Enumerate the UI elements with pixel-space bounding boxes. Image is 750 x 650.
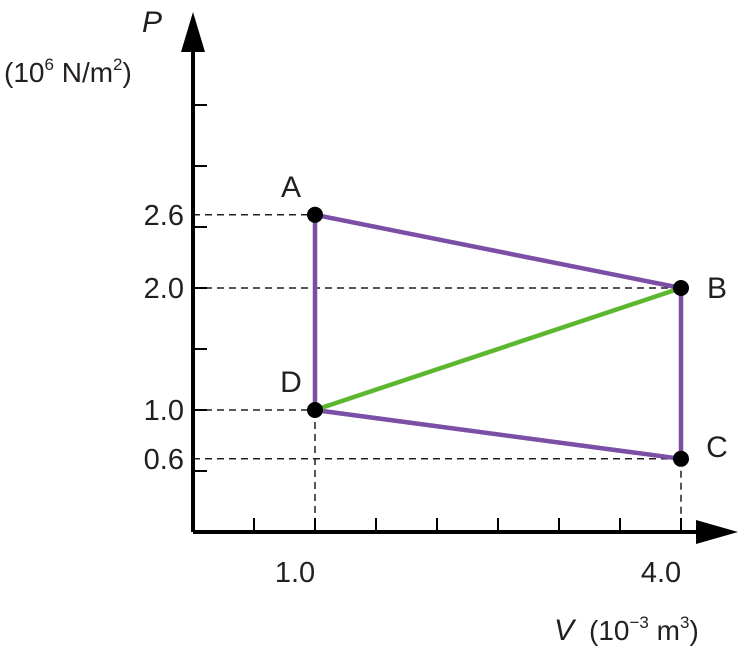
state-points (307, 206, 689, 467)
segment-C-D (312, 407, 684, 462)
y-tick-label-1.0: 1.0 (144, 395, 184, 427)
process-paths (312, 212, 684, 462)
y-tick-label-2.0: 2.0 (144, 273, 184, 305)
guide-lines (193, 214, 682, 532)
x-axis-arrow-icon (696, 520, 738, 544)
y-axis-unit: (106 N/m2) (4, 55, 132, 88)
y-axis-arrow-icon (181, 12, 205, 52)
x-tick-label-1.0: 1.0 (275, 557, 315, 589)
x-axis-symbol: V (554, 614, 577, 647)
x-axis-unit: (10−3 m3) (589, 613, 699, 646)
point-C (673, 450, 689, 467)
tick-labels: 2.6 2.0 1.0 0.6 1.0 4.0 A B C D (144, 171, 728, 589)
point-label-D: D (280, 366, 302, 399)
y-tick-label-0.6: 0.6 (144, 444, 184, 476)
segment-D-B (312, 285, 684, 413)
segment-A-B (312, 212, 684, 291)
point-B (673, 280, 689, 296)
point-D (307, 402, 323, 418)
y-axis-symbol: P (142, 6, 162, 39)
y-tick-label-2.6: 2.6 (144, 200, 184, 232)
x-tick-label-4.0: 4.0 (641, 557, 681, 589)
point-label-C: C (706, 431, 728, 464)
point-label-B: B (707, 272, 727, 305)
point-label-A: A (281, 171, 301, 204)
point-A (307, 206, 323, 223)
axes (181, 12, 738, 544)
